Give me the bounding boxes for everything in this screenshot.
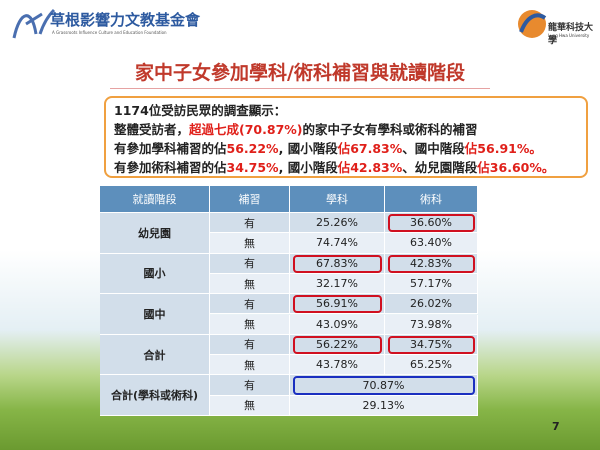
header-cell: 補習 [210, 186, 290, 213]
header-cell: 學科 [290, 186, 385, 213]
highlight-text: 佔56.91%。 [464, 141, 542, 156]
title-rule [110, 88, 490, 89]
highlight-box [388, 335, 475, 355]
highlight-box [293, 335, 382, 355]
tutoring-cell: 無 [210, 395, 290, 416]
org-logo [12, 8, 56, 39]
highlight-box [293, 295, 382, 314]
summary-text: 、幼兒園階段 [402, 160, 478, 175]
highlight-text: 56.22% [226, 141, 279, 156]
summary-text: 整體受訪者， [114, 122, 190, 137]
page-number: 7 [552, 420, 560, 433]
percent-cell: 73.98% [385, 314, 478, 335]
header-cell: 術科 [385, 186, 478, 213]
stage-cell: 國小 [100, 253, 210, 295]
percent-cell: 36.60% [385, 213, 478, 234]
tutoring-cell: 無 [210, 233, 290, 254]
summary-line: 有參加術科補習的佔34.75%, 國小階段佔42.83%、幼兒園階段佔36.60… [114, 158, 578, 177]
university-logo [518, 10, 547, 38]
highlight-box [388, 254, 475, 273]
percent-cell: 56.22% [290, 334, 385, 356]
percent-cell: 43.09% [290, 314, 385, 335]
percent-cell: 32.17% [290, 273, 385, 295]
percent-cell: 43.78% [290, 355, 385, 376]
highlight-box [293, 254, 382, 273]
summary-text: , 國小階段 [278, 141, 338, 156]
tutoring-cell: 無 [210, 314, 290, 335]
highlight-box [388, 214, 475, 233]
percent-cell: 25.26% [290, 213, 385, 234]
summary-line: 1174位受訪民眾的調查顯示： [114, 101, 578, 120]
header-cell: 就讀階段 [100, 186, 210, 213]
percent-cell: 67.83% [290, 253, 385, 274]
tutoring-cell: 有 [210, 294, 290, 315]
percent-cell: 70.87% [290, 375, 478, 396]
stage-cell: 合計(學科或術科) [100, 375, 210, 416]
percent-cell: 34.75% [385, 334, 478, 356]
summary-text: 有參加術科補習的佔 [114, 160, 227, 175]
tutoring-cell: 有 [210, 334, 290, 356]
summary-text: 、國中階段 [402, 141, 465, 156]
percent-cell: 65.25% [385, 355, 478, 376]
highlight-text: 佔36.60%。 [477, 160, 555, 175]
org-name: 草根影響力文教基金會 [50, 11, 201, 29]
stage-cell: 合計 [100, 334, 210, 376]
highlight-text: 超過七成(70.87%) [189, 122, 303, 137]
summary-line: 整體受訪者，超過七成(70.87%)的家中子女有學科或術科的補習 [114, 120, 578, 139]
summary-text: 的家中子女有學科或術科的補習 [302, 122, 478, 137]
tutoring-cell: 有 [210, 375, 290, 396]
data-table: 就讀階段 補習 學科 術科 幼兒園有 25.26% 36.60% 無 74.74% 63.40% 國… [100, 186, 478, 416]
tutoring-cell: 有 [210, 213, 290, 234]
highlight-text: 佔42.83% [337, 160, 403, 175]
summary-text: 有參加學科補習的佔 [114, 141, 227, 156]
summary-text: 1174位受訪民眾的調查顯示： [114, 103, 287, 118]
org-subtitle: A Grassroots Influence Culture and Educa… [52, 30, 167, 35]
percent-cell: 63.40% [385, 233, 478, 254]
percent-cell: 74.74% [290, 233, 385, 254]
percent-cell: 42.83% [385, 253, 478, 274]
stage-cell: 國中 [100, 294, 210, 335]
percent-cell: 29.13% [290, 395, 478, 416]
percent-cell: 56.91% [290, 294, 385, 315]
summary-line: 有參加學科補習的佔56.22%, 國小階段佔67.83%、國中階段佔56.91%… [114, 139, 578, 158]
percent-cell: 26.02% [385, 294, 478, 315]
slide-title: 家中子女參加學科/術科補習與就讀階段 [135, 62, 465, 84]
highlight-text: 佔67.83% [337, 141, 403, 156]
summary-box: 1174位受訪民眾的調查顯示： 整體受訪者，超過七成(70.87%)的家中子女有學… [104, 96, 588, 178]
university-name: 龍華科技大學 [548, 23, 594, 46]
tutoring-cell: 無 [210, 355, 290, 376]
tutoring-cell: 無 [210, 273, 290, 295]
highlight-box [293, 376, 475, 395]
university-subtitle: Lung Hwa University [548, 33, 590, 38]
stage-cell: 幼兒園 [100, 213, 210, 254]
percent-cell: 57.17% [385, 273, 478, 295]
highlight-text: 34.75% [226, 160, 279, 175]
tutoring-cell: 有 [210, 253, 290, 274]
summary-text: , 國小階段 [278, 160, 338, 175]
